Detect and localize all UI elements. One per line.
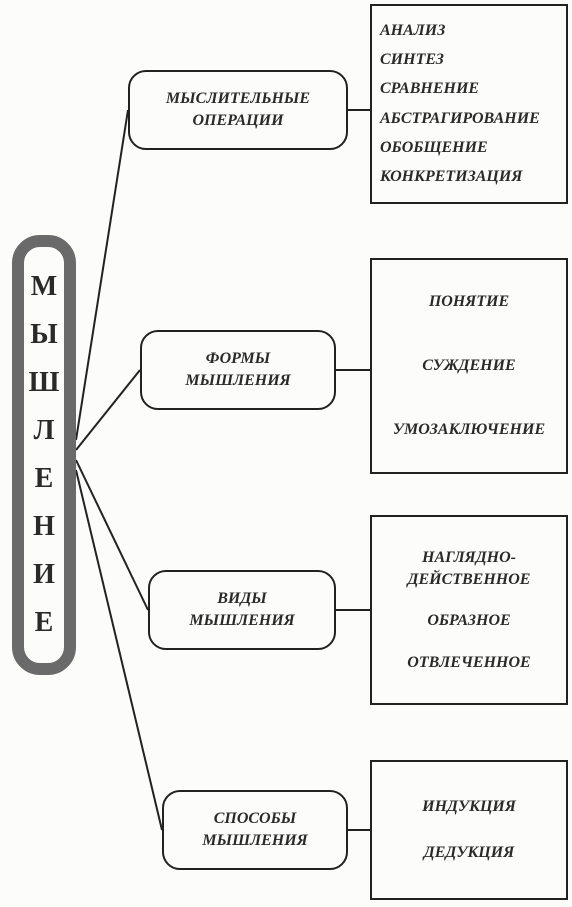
right-item-group: НАГЛЯДНО- ДЕЙСТВЕННОЕ (408, 547, 531, 591)
connector-root-forms (76, 370, 140, 450)
root-letter-4: Е (35, 455, 54, 503)
right-item: АБСТРАГИРОВАНИЕ (380, 108, 540, 130)
mid-node-forms: ФОРМЫ МЫШЛЕНИЯ (140, 330, 336, 410)
right-item: НАГЛЯДНО- (408, 547, 531, 569)
right-item: ОБОБЩЕНИЕ (380, 137, 488, 159)
right-node-forms: ПОНЯТИЕ СУЖДЕНИЕ УМОЗАКЛЮЧЕНИЕ (370, 258, 568, 474)
right-item: КОНКРЕТИЗАЦИЯ (380, 166, 522, 188)
root-node: М Ы Ш Л Е Н И Е (12, 235, 76, 675)
right-item: ОТВЛЕЧЕННОЕ (380, 652, 558, 674)
right-item: ДЕДУКЦИЯ (380, 842, 558, 864)
right-item: ПОНЯТИЕ (380, 291, 558, 313)
mid-node-operations: МЫСЛИТЕЛЬНЫЕ ОПЕРАЦИИ (128, 70, 348, 150)
root-letter-2: Ш (29, 359, 60, 407)
right-item: СРАВНЕНИЕ (380, 78, 479, 100)
root-letter-6: И (33, 551, 55, 599)
right-item: УМОЗАКЛЮЧЕНИЕ (380, 419, 558, 441)
right-item: ИНДУКЦИЯ (380, 796, 558, 818)
mid-node-methods: СПОСОБЫ МЫШЛЕНИЯ (162, 790, 348, 870)
mid-node-operations-line1: МЫСЛИТЕЛЬНЫЕ (166, 88, 310, 110)
right-node-methods: ИНДУКЦИЯ ДЕДУКЦИЯ (370, 760, 568, 900)
root-letter-5: Н (33, 503, 55, 551)
mid-node-forms-line1: ФОРМЫ (206, 348, 270, 370)
mid-node-methods-line2: МЫШЛЕНИЯ (202, 830, 307, 852)
right-node-operations: АНАЛИЗ СИНТЕЗ СРАВНЕНИЕ АБСТРАГИРОВАНИЕ … (370, 4, 568, 204)
right-node-types: НАГЛЯДНО- ДЕЙСТВЕННОЕ ОБРАЗНОЕ ОТВЛЕЧЕНН… (370, 515, 568, 705)
right-item: ОБРАЗНОЕ (380, 610, 558, 632)
right-item: ДЕЙСТВЕННОЕ (408, 569, 531, 591)
connector-root-types (76, 460, 148, 610)
mid-node-forms-line2: МЫШЛЕНИЯ (185, 370, 290, 392)
mid-node-types-line2: МЫШЛЕНИЯ (189, 610, 294, 632)
mid-node-methods-line1: СПОСОБЫ (214, 808, 297, 830)
mid-node-types: ВИДЫ МЫШЛЕНИЯ (148, 570, 336, 650)
mid-node-operations-line2: ОПЕРАЦИИ (192, 110, 283, 132)
root-letter-7: Е (35, 599, 54, 647)
right-item: СУЖДЕНИЕ (380, 355, 558, 377)
right-item: АНАЛИЗ (380, 20, 445, 42)
root-letter-0: М (31, 263, 57, 311)
mid-node-types-line1: ВИДЫ (217, 588, 267, 610)
connector-root-operations (76, 110, 128, 440)
root-letter-1: Ы (30, 311, 58, 359)
connector-root-methods (76, 470, 162, 830)
root-letter-3: Л (34, 407, 55, 455)
right-item: СИНТЕЗ (380, 49, 444, 71)
